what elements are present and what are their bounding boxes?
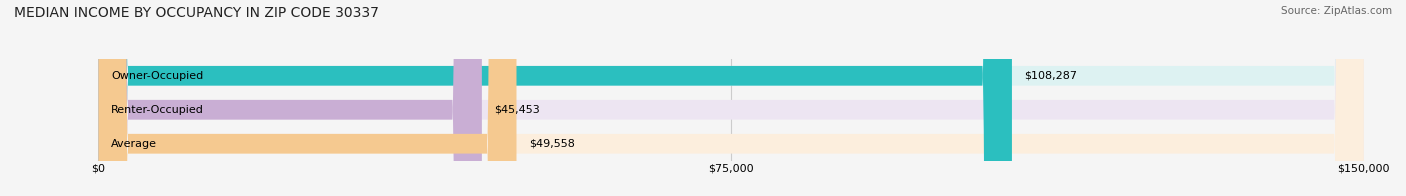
Text: Owner-Occupied: Owner-Occupied	[111, 71, 204, 81]
Text: $49,558: $49,558	[529, 139, 575, 149]
Text: $45,453: $45,453	[495, 105, 540, 115]
FancyBboxPatch shape	[98, 0, 1364, 196]
FancyBboxPatch shape	[98, 0, 1364, 196]
Text: Average: Average	[111, 139, 157, 149]
FancyBboxPatch shape	[98, 0, 516, 196]
FancyBboxPatch shape	[98, 0, 1012, 196]
Text: Source: ZipAtlas.com: Source: ZipAtlas.com	[1281, 6, 1392, 16]
FancyBboxPatch shape	[98, 0, 482, 196]
Text: Renter-Occupied: Renter-Occupied	[111, 105, 204, 115]
Text: MEDIAN INCOME BY OCCUPANCY IN ZIP CODE 30337: MEDIAN INCOME BY OCCUPANCY IN ZIP CODE 3…	[14, 6, 380, 20]
Text: $108,287: $108,287	[1025, 71, 1077, 81]
FancyBboxPatch shape	[98, 0, 1364, 196]
